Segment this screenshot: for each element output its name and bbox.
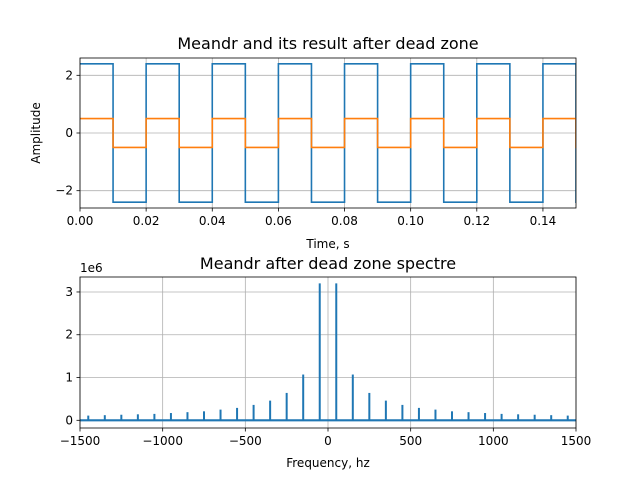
x-tick-label: −1500 (60, 434, 101, 448)
y-ticks: 0 1 2 3 (65, 285, 80, 427)
x-tick-label: 0.08 (331, 214, 358, 228)
x-tick-label: 0.10 (397, 214, 424, 228)
y-tick-label: 1 (65, 371, 73, 385)
time-domain-chart: Meandr and its result after dead zone 0.… (29, 34, 577, 251)
y-tick-label: −2 (55, 184, 73, 198)
x-tick-label: 0 (324, 434, 332, 448)
x-tick-label: 0.04 (199, 214, 226, 228)
x-tick-label: 0.12 (463, 214, 490, 228)
x-tick-label: 1000 (478, 434, 509, 448)
spectrum-chart: Meandr after dead zone spectre 1e6 −1500… (60, 254, 592, 470)
y-axis-label: Amplitude (29, 102, 43, 164)
x-tick-label: 0.00 (67, 214, 94, 228)
y-tick-label: 2 (65, 68, 73, 82)
x-tick-label: 500 (399, 434, 422, 448)
x-ticks: 0.00 0.02 0.04 0.06 0.08 0.10 0.12 0.14 (67, 208, 557, 228)
x-tick-label: 1500 (561, 434, 592, 448)
series-group (80, 283, 576, 422)
x-tick-label: −500 (229, 434, 262, 448)
y-tick-label: 0 (65, 413, 73, 427)
y-offset-text: 1e6 (80, 261, 103, 275)
series-line (80, 117, 576, 149)
x-tick-label: 0.02 (133, 214, 160, 228)
x-tick-label: −1000 (142, 434, 183, 448)
y-ticks: 2 0 −2 (55, 68, 80, 198)
x-ticks: −1500 −1000 −500 0 500 1000 1500 (60, 428, 592, 448)
grid-lines (79, 58, 576, 208)
x-tick-label: 0.14 (530, 214, 557, 228)
y-tick-label: 2 (65, 328, 73, 342)
x-axis-label: Frequency, hz (286, 456, 370, 470)
y-tick-label: 3 (65, 285, 73, 299)
y-tick-label: 0 (65, 126, 73, 140)
series-line (80, 62, 576, 204)
series-group (80, 62, 576, 204)
grid-lines (79, 277, 577, 428)
chart-title: Meandr after dead zone spectre (200, 254, 456, 273)
x-tick-label: 0.06 (265, 214, 292, 228)
x-axis-label: Time, s (305, 237, 349, 251)
chart-title: Meandr and its result after dead zone (177, 34, 478, 53)
